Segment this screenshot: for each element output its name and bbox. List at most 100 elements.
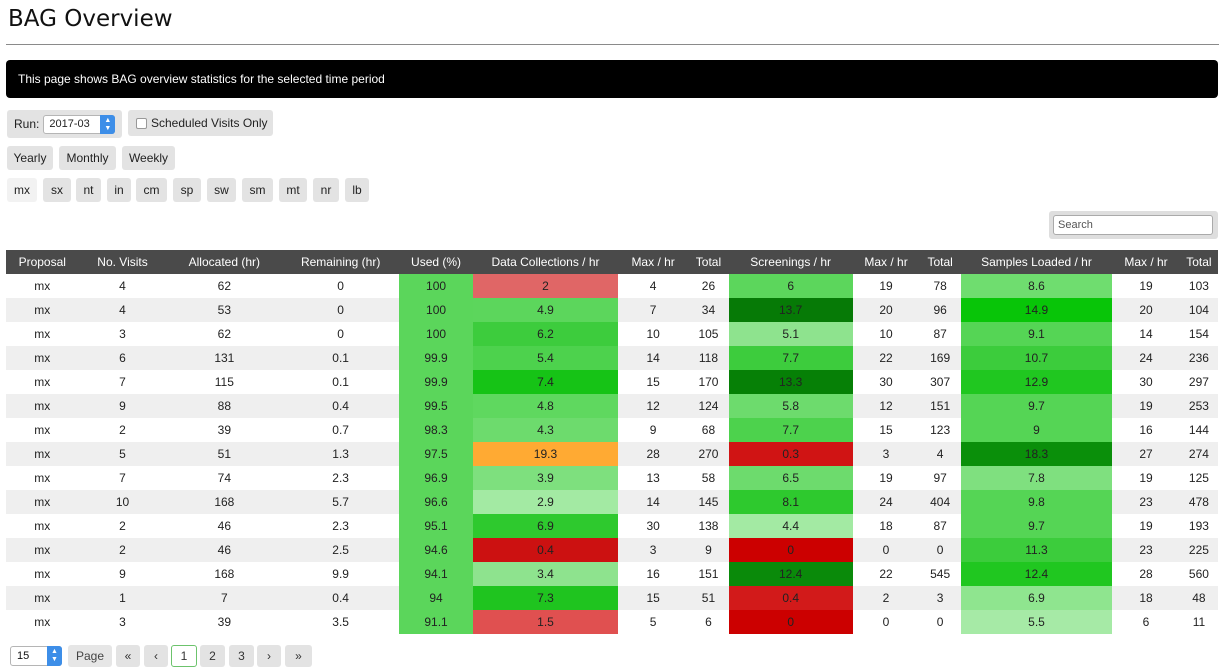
cell-samples-per-hr: 7.8 bbox=[960, 466, 1113, 490]
cell-samples-per-hr: 10.7 bbox=[960, 346, 1113, 370]
column-header-dc-max[interactable]: Max / hr bbox=[618, 250, 689, 274]
page-1-button[interactable]: 1 bbox=[171, 645, 197, 667]
last-page-button[interactable]: » bbox=[285, 645, 312, 667]
cell-samples-max: 19 bbox=[1112, 514, 1180, 538]
cell-dc-max: 3 bbox=[618, 538, 689, 562]
beamline-nr-button[interactable]: nr bbox=[313, 178, 339, 202]
search-box: Search bbox=[1049, 211, 1218, 239]
page-2-button[interactable]: 2 bbox=[200, 645, 225, 667]
period-monthly-button[interactable]: Monthly bbox=[59, 146, 116, 170]
period-yearly-button[interactable]: Yearly bbox=[7, 146, 53, 170]
cell-samples-max: 16 bbox=[1112, 418, 1180, 442]
cell-screenings-per-hr: 5.8 bbox=[728, 394, 853, 418]
cell-samples-max: 14 bbox=[1112, 322, 1180, 346]
cell-allocated: 39 bbox=[166, 610, 283, 634]
cell-used: 100 bbox=[399, 322, 473, 346]
cell-samples-total: 11 bbox=[1179, 610, 1218, 634]
cell-proposal: mx bbox=[6, 538, 79, 562]
cell-screenings-total: 96 bbox=[919, 298, 961, 322]
beamline-mt-button[interactable]: mt bbox=[279, 178, 307, 202]
cell-samples-per-hr: 9 bbox=[960, 418, 1113, 442]
cell-samples-max: 6 bbox=[1112, 610, 1180, 634]
cell-used: 91.1 bbox=[399, 610, 473, 634]
column-header-samples-total[interactable]: Total bbox=[1179, 250, 1218, 274]
cell-dc-total: 34 bbox=[688, 298, 729, 322]
cell-dc-per-hr: 0.4 bbox=[472, 538, 619, 562]
cell-dc-max: 15 bbox=[618, 586, 689, 610]
table-row: mx 4 62 0 100 2 4 26 6 19 78 8.6 19 103 bbox=[6, 274, 1218, 298]
beamline-nt-button[interactable]: nt bbox=[76, 178, 101, 202]
cell-dc-total: 145 bbox=[688, 490, 729, 514]
beamline-lb-button[interactable]: lb bbox=[345, 178, 369, 202]
cell-allocated: 51 bbox=[166, 442, 283, 466]
column-header-dc-per-hr[interactable]: Data Collections / hr bbox=[472, 250, 619, 274]
cell-visits: 2 bbox=[78, 538, 167, 562]
search-input[interactable]: Search bbox=[1053, 215, 1213, 235]
column-header-samples-per-hr[interactable]: Samples Loaded / hr bbox=[960, 250, 1113, 274]
column-header-allocated[interactable]: Allocated (hr) bbox=[166, 250, 283, 274]
cell-dc-max: 10 bbox=[618, 322, 689, 346]
cell-allocated: 46 bbox=[166, 514, 283, 538]
cell-dc-max: 28 bbox=[618, 442, 689, 466]
cell-samples-per-hr: 18.3 bbox=[960, 442, 1113, 466]
beamline-cm-button[interactable]: cm bbox=[136, 178, 167, 202]
cell-screenings-total: 123 bbox=[919, 418, 961, 442]
page-3-button[interactable]: 3 bbox=[229, 645, 254, 667]
cell-dc-total: 26 bbox=[688, 274, 729, 298]
first-page-button[interactable]: « bbox=[116, 645, 140, 667]
run-select[interactable]: 2017-03 ▲ ▼ bbox=[43, 114, 116, 134]
column-header-screenings-max[interactable]: Max / hr bbox=[852, 250, 920, 274]
cell-samples-max: 19 bbox=[1112, 394, 1180, 418]
column-header-proposal[interactable]: Proposal bbox=[6, 250, 79, 274]
column-header-samples-max[interactable]: Max / hr bbox=[1112, 250, 1180, 274]
scheduled-checkbox[interactable] bbox=[136, 117, 147, 129]
cell-samples-per-hr: 8.6 bbox=[960, 274, 1113, 298]
cell-remaining: 0.7 bbox=[282, 418, 400, 442]
cell-screenings-per-hr: 13.7 bbox=[728, 298, 853, 322]
beamline-mx-button[interactable]: mx bbox=[7, 178, 37, 202]
column-header-dc-total[interactable]: Total bbox=[688, 250, 729, 274]
cell-samples-max: 23 bbox=[1112, 538, 1180, 562]
column-header-used[interactable]: Used (%) bbox=[399, 250, 473, 274]
cell-allocated: 53 bbox=[166, 298, 283, 322]
cell-proposal: mx bbox=[6, 418, 79, 442]
cell-allocated: 62 bbox=[166, 274, 283, 298]
cell-screenings-per-hr: 12.4 bbox=[728, 562, 853, 586]
cell-allocated: 46 bbox=[166, 538, 283, 562]
previous-page-button[interactable]: ‹ bbox=[144, 645, 168, 667]
cell-dc-max: 4 bbox=[618, 274, 689, 298]
cell-screenings-max: 22 bbox=[852, 346, 920, 370]
cell-dc-per-hr: 2.9 bbox=[472, 490, 619, 514]
beamline-sm-button[interactable]: sm bbox=[242, 178, 273, 202]
cell-dc-per-hr: 6.9 bbox=[472, 514, 619, 538]
cell-samples-max: 19 bbox=[1112, 466, 1180, 490]
cell-dc-total: 124 bbox=[688, 394, 729, 418]
cell-screenings-per-hr: 0.3 bbox=[728, 442, 853, 466]
beamline-sw-button[interactable]: sw bbox=[207, 178, 236, 202]
cell-proposal: mx bbox=[6, 322, 79, 346]
cell-samples-total: 225 bbox=[1179, 538, 1218, 562]
cell-remaining: 0.4 bbox=[282, 394, 400, 418]
cell-screenings-total: 0 bbox=[919, 538, 961, 562]
column-header-screenings-total[interactable]: Total bbox=[919, 250, 961, 274]
beamline-in-button[interactable]: in bbox=[107, 178, 131, 202]
cell-samples-total: 125 bbox=[1179, 466, 1218, 490]
column-header-screenings-per-hr[interactable]: Screenings / hr bbox=[728, 250, 853, 274]
cell-samples-max: 23 bbox=[1112, 490, 1180, 514]
column-header-visits[interactable]: No. Visits bbox=[78, 250, 167, 274]
cell-samples-total: 48 bbox=[1179, 586, 1218, 610]
cell-dc-per-hr: 5.4 bbox=[472, 346, 619, 370]
beamline-sp-button[interactable]: sp bbox=[173, 178, 201, 202]
cell-remaining: 0.4 bbox=[282, 586, 400, 610]
cell-proposal: mx bbox=[6, 562, 79, 586]
cell-screenings-total: 151 bbox=[919, 394, 961, 418]
beamline-sx-button[interactable]: sx bbox=[43, 178, 71, 202]
column-header-remaining[interactable]: Remaining (hr) bbox=[282, 250, 400, 274]
period-weekly-button[interactable]: Weekly bbox=[122, 146, 175, 170]
cell-visits: 3 bbox=[78, 610, 167, 634]
cell-screenings-per-hr: 8.1 bbox=[728, 490, 853, 514]
next-page-button[interactable]: › bbox=[257, 645, 281, 667]
cell-proposal: mx bbox=[6, 394, 79, 418]
page-size-select[interactable]: 15 ▲ ▼ bbox=[10, 646, 62, 666]
scheduled-filter[interactable]: Scheduled Visits Only bbox=[128, 110, 273, 136]
